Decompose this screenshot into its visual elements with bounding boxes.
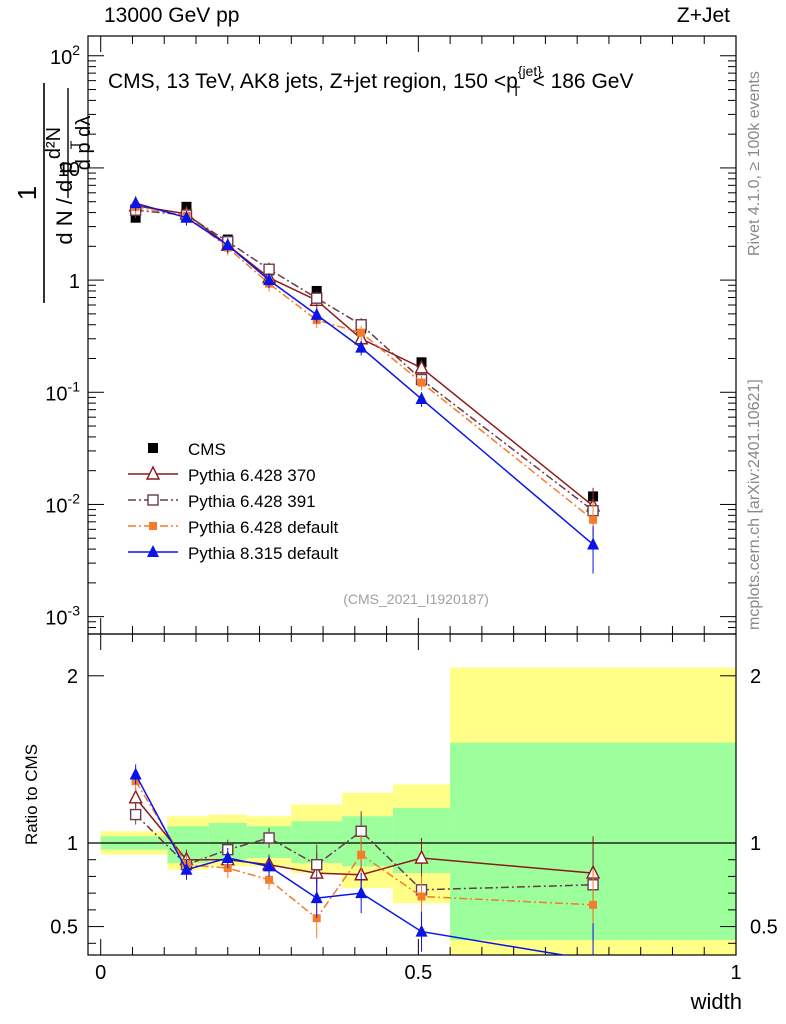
ratio-ytick-left-0: 0.5 bbox=[50, 917, 78, 939]
xtick-label-2: 1 bbox=[730, 962, 741, 984]
ratio-point-p8_default-4 bbox=[310, 891, 323, 904]
legend: CMS Pythia 6.428 370 Pythia 6.428 391 Pythi… bbox=[128, 440, 339, 563]
ratio-ytick-left-1: 1 bbox=[67, 833, 78, 855]
main-ytick-label-0: 10-3 bbox=[45, 603, 80, 630]
legend-label-p6_default: Pythia 6.428 default bbox=[188, 518, 339, 537]
main-ytick-label-3: 1 bbox=[69, 271, 80, 293]
ratio-point-p8_default-1 bbox=[180, 862, 193, 875]
ratio-point-p8_default-6 bbox=[415, 924, 428, 937]
ratio-ytick-left-2: 2 bbox=[67, 666, 78, 688]
point-p6_391-3 bbox=[263, 263, 275, 275]
xtick-label-1: 0.5 bbox=[404, 962, 432, 984]
side-label-mcplots: mcplots.cern.ch [arXiv:2401.10621] bbox=[746, 330, 770, 630]
ratio-point-p8_default-0 bbox=[129, 767, 142, 780]
main-ytick-label-1: 10-2 bbox=[45, 490, 80, 517]
ratio-point-p6_default-5 bbox=[357, 850, 366, 859]
main-panel-frame bbox=[87, 35, 737, 635]
legend-label-p6_391: Pythia 6.428 391 bbox=[188, 492, 316, 511]
ratio-ytick-right-2: 2 bbox=[750, 666, 761, 688]
point-p6_default-6 bbox=[417, 378, 426, 387]
ratio-panel-frame bbox=[87, 633, 737, 956]
ratio-point-p6_370-6 bbox=[414, 849, 429, 864]
point-p6_default-5 bbox=[357, 328, 366, 337]
rivet-version-text: Rivet 4.1.0, ≥ 100k events bbox=[746, 71, 763, 256]
ratio-point-p6_370-0 bbox=[128, 789, 143, 804]
ratio-line-p6_370 bbox=[135, 797, 594, 876]
series-line-p6_391 bbox=[135, 209, 594, 512]
series-line-p6_default bbox=[135, 206, 594, 521]
point-cms-4 bbox=[311, 285, 322, 296]
ratio-line-p6_default bbox=[135, 780, 594, 920]
analysis-id-label: (CMS_2021_I1920187) bbox=[343, 591, 489, 607]
side-label-rivet: Rivet 4.1.0, ≥ 100k events bbox=[746, 36, 770, 256]
ratio-y-ticks bbox=[88, 675, 736, 944]
ratio-line-p6_391 bbox=[135, 814, 594, 891]
main-ytick-label-2: 10-1 bbox=[45, 378, 80, 405]
xtick-label-0: 0 bbox=[95, 962, 106, 984]
header-process-label: Z+Jet bbox=[676, 4, 730, 27]
ratio-series-p8_default bbox=[129, 764, 594, 955]
main-y-axis-label: 1 d N / d p T bbox=[12, 83, 83, 303]
main-y-ticks bbox=[88, 55, 736, 635]
band-inner-5 bbox=[342, 816, 393, 867]
mcplots-source-text: mcplots.cern.ch [arXiv:2401.10621] bbox=[746, 379, 763, 630]
legend-marker-cms bbox=[148, 443, 158, 453]
legend-marker-p8_default bbox=[147, 545, 159, 557]
point-p8_default-1 bbox=[180, 210, 193, 223]
main-ytick-label-5: 102 bbox=[50, 42, 80, 69]
ratio-point-p6_default-3 bbox=[265, 875, 274, 884]
x-axis-label: width bbox=[690, 989, 742, 1014]
ratio-point-p8_default-3 bbox=[263, 859, 276, 872]
y-label-dpt-dlambda: d p dλ bbox=[73, 116, 95, 170]
ratio-point-p6_default-6 bbox=[417, 892, 426, 901]
legend-label-cms: CMS bbox=[188, 440, 226, 459]
legend-label-p6_370: Pythia 6.428 370 bbox=[188, 466, 316, 485]
header-energy-label: 13000 GeV pp bbox=[104, 4, 240, 27]
ratio-y-axis-label: Ratio to CMS bbox=[22, 744, 41, 845]
legend-marker-p6_391 bbox=[147, 494, 159, 506]
point-p8_default-3 bbox=[263, 273, 276, 286]
plot-title: CMS, 13 TeV, AK8 jets, Z+jet region, 150… bbox=[108, 63, 633, 99]
ratio-point-p8_default-2 bbox=[221, 851, 234, 864]
point-p8_default-4 bbox=[310, 307, 323, 320]
series-line-p6_370 bbox=[135, 205, 594, 507]
point-p8_default-2 bbox=[221, 238, 234, 251]
point-p6_391-4 bbox=[311, 292, 323, 304]
main-y-axis-label-2: d²N d p dλ bbox=[43, 88, 95, 198]
y-label-d2n: d²N bbox=[43, 127, 65, 159]
point-p8_default-0 bbox=[129, 196, 142, 209]
point-p8_default-7 bbox=[587, 537, 600, 550]
ratio-point-p6_391-0 bbox=[129, 808, 142, 821]
legend-marker-p6_370 bbox=[145, 465, 161, 480]
y-label-denominator: d N / d p bbox=[52, 161, 77, 244]
ratio-point-p8_default-5 bbox=[355, 886, 368, 899]
ratio-ytick-right-1: 1 bbox=[750, 833, 761, 855]
ratio-point-p6_391-3 bbox=[263, 832, 275, 844]
point-p6_default-7 bbox=[589, 515, 598, 524]
ratio-point-p6_default-7 bbox=[589, 900, 598, 909]
legend-marker-p6_default bbox=[149, 522, 157, 530]
ratio-uncertainty-bands bbox=[100, 667, 736, 955]
point-p8_default-6 bbox=[415, 392, 428, 405]
ratio-line-p8_default bbox=[134, 774, 568, 955]
legend-label-p8_default: Pythia 8.315 default bbox=[188, 544, 339, 563]
point-p8_default-5 bbox=[355, 340, 368, 353]
ratio-ytick-right-0: 0.5 bbox=[750, 917, 778, 939]
main-ytick-label-4: 10 bbox=[58, 159, 80, 181]
y-label-sub-t: T bbox=[67, 140, 83, 149]
x-ticks bbox=[100, 36, 737, 955]
y-label-numerator: 1 bbox=[12, 186, 42, 200]
series-p8_default bbox=[129, 196, 600, 574]
series-line-p8_default bbox=[135, 202, 594, 546]
ratio-point-p6_391-4 bbox=[311, 859, 323, 871]
ratio-series bbox=[128, 764, 601, 955]
